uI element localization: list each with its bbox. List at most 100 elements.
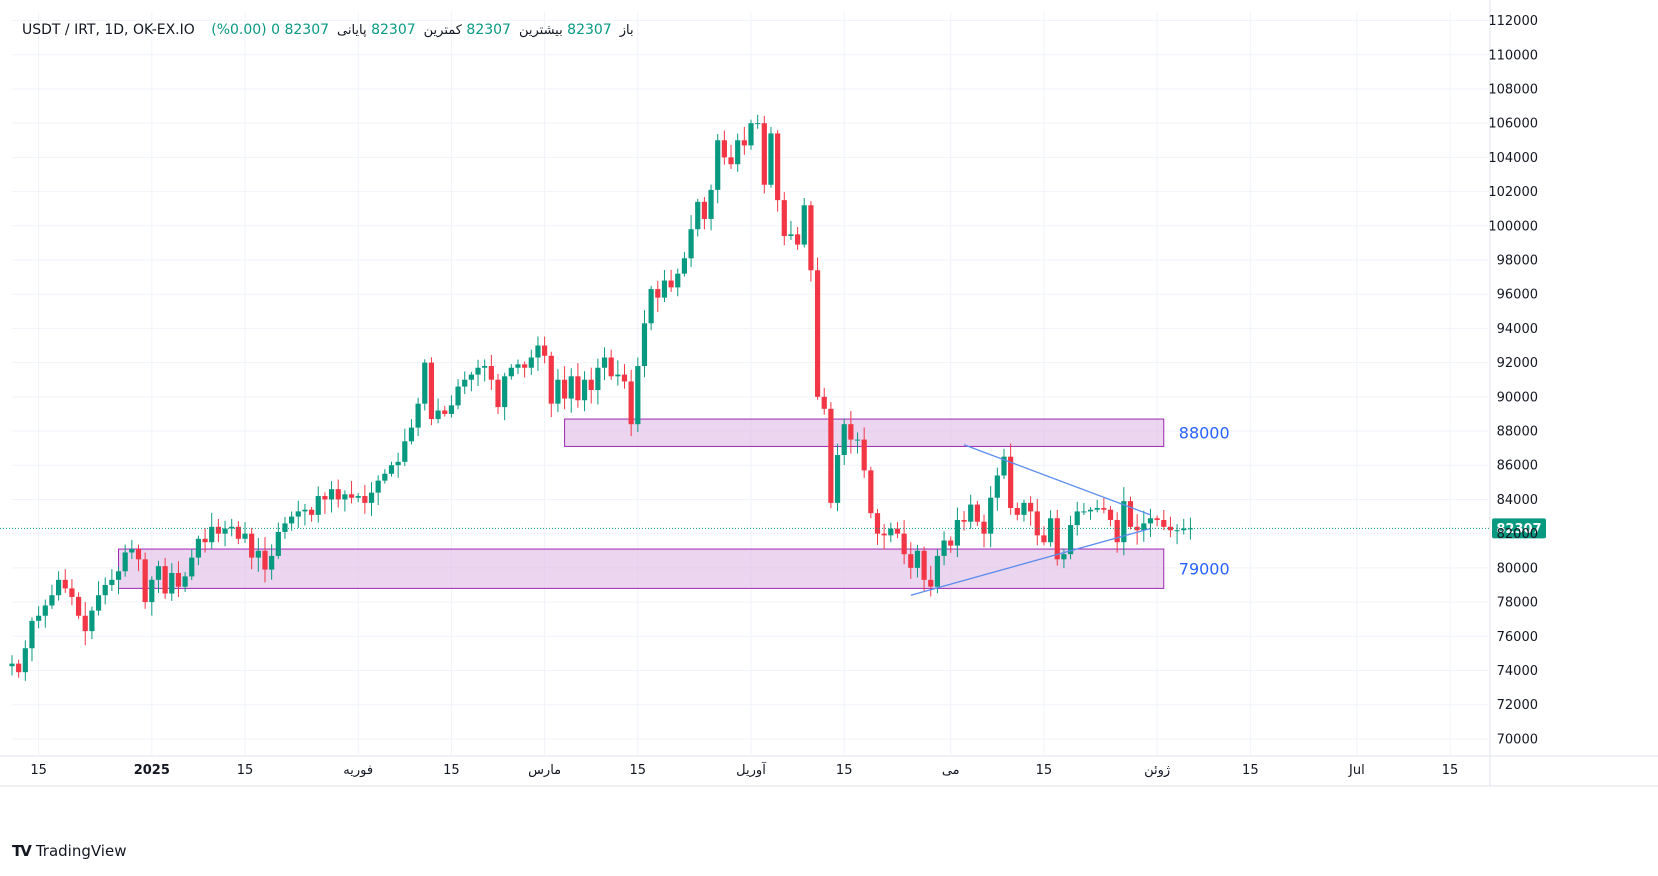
candle-body — [475, 367, 481, 375]
candle-body — [422, 362, 428, 404]
candle-body — [242, 533, 248, 539]
candle-body — [435, 410, 441, 420]
candle-body — [189, 557, 195, 577]
high-value: 82307 — [466, 22, 511, 38]
candle-body — [755, 123, 761, 125]
candle-body — [761, 123, 767, 185]
candle-body — [1001, 456, 1007, 476]
candle-body — [628, 381, 634, 425]
y-tick-label: 80000 — [1497, 561, 1538, 576]
candle-body — [162, 566, 168, 594]
candle-body — [741, 140, 747, 146]
trendline — [910, 527, 1151, 596]
candles — [9, 114, 1194, 681]
candle-body — [688, 229, 694, 259]
candle-body — [1087, 509, 1094, 512]
x-tick-label: 15 — [1242, 763, 1259, 778]
x-tick-label: فوریه — [343, 763, 373, 778]
candle-body — [535, 345, 541, 358]
candle-body — [561, 379, 568, 399]
y-tick-label: 102000 — [1488, 185, 1538, 200]
candle-body — [262, 550, 268, 570]
candle-body — [681, 258, 688, 274]
candle-body — [1107, 509, 1114, 520]
candle-body — [82, 615, 88, 632]
candle-body — [648, 289, 654, 324]
candle-body — [428, 362, 435, 420]
candle-body — [75, 596, 82, 616]
candle-body — [269, 555, 275, 570]
y-tick-label: 104000 — [1488, 151, 1538, 166]
last-price-tag-label: 82307 — [1496, 522, 1541, 537]
candle-body — [462, 379, 468, 387]
candle-body — [1054, 518, 1060, 560]
candle-body — [229, 526, 235, 529]
candle-body — [308, 509, 315, 515]
candle-body — [382, 473, 388, 481]
candle-body — [1161, 519, 1167, 527]
grid — [0, 0, 1658, 787]
candle-body — [522, 364, 528, 368]
candle-body — [994, 475, 1000, 498]
symbol-title[interactable]: USDT / IRT, 1D, OK-EX.IO — [22, 22, 195, 38]
candle-body — [695, 201, 701, 230]
candle-body — [355, 496, 361, 498]
x-tick-label: Jul — [1348, 763, 1365, 778]
x-tick-label: 15 — [237, 763, 254, 778]
candle-body — [448, 405, 455, 414]
candle-body — [588, 379, 594, 390]
y-tick-label: 96000 — [1497, 288, 1538, 303]
candle-body — [415, 403, 421, 428]
candle-body — [901, 533, 907, 555]
tradingview-footer[interactable]: TV TradingView — [12, 842, 126, 860]
candle-body — [402, 441, 408, 462]
candle-body — [721, 140, 727, 158]
candle-body — [89, 610, 95, 632]
candle-body — [675, 273, 681, 288]
x-tick-label: می — [942, 763, 960, 778]
candle-body — [601, 357, 608, 368]
candle-body — [808, 205, 814, 271]
y-tick-label: 74000 — [1497, 664, 1538, 679]
candle-body — [914, 550, 921, 568]
x-tick-label: 15 — [30, 763, 47, 778]
candle-body — [661, 280, 668, 298]
zone-box — [118, 548, 1165, 589]
candle-body — [954, 519, 960, 546]
candle-body — [775, 133, 781, 201]
candle-body — [974, 504, 980, 522]
candle-body — [368, 492, 375, 503]
candle-body — [1181, 528, 1187, 531]
candle-body — [595, 367, 601, 390]
candle-body — [968, 504, 974, 522]
x-tick-label: 2025 — [134, 763, 170, 778]
candle-body — [1141, 523, 1147, 531]
last-price-line: 82307 — [0, 518, 1546, 539]
candle-body — [348, 494, 355, 498]
symbol-legend: USDT / IRT, 1D, OK-EX.IO باز 82307 بیشتری… — [22, 22, 634, 38]
candle-body — [62, 579, 68, 589]
candle-body — [342, 494, 348, 500]
candle-body — [155, 566, 162, 580]
candle-body — [1021, 502, 1027, 515]
candle-body — [788, 234, 794, 237]
candle-body — [275, 531, 281, 556]
candle-body — [735, 140, 741, 165]
candle-body — [289, 516, 295, 524]
candle-body — [488, 366, 494, 380]
tradingview-logo-icon: TV — [12, 842, 32, 860]
candle-body — [1147, 518, 1154, 524]
candle-body — [928, 579, 934, 587]
candle-body — [209, 526, 215, 543]
y-tick-label: 82000 — [1497, 527, 1538, 542]
candle-body — [36, 615, 42, 621]
candle-body — [921, 550, 927, 580]
candle-body — [515, 364, 521, 368]
candle-body — [701, 201, 707, 219]
trendline — [963, 444, 1151, 516]
candle-body — [109, 579, 115, 585]
y-tick-label: 90000 — [1497, 390, 1538, 405]
y-tick-label: 100000 — [1488, 219, 1538, 234]
candle-body — [1127, 501, 1134, 527]
